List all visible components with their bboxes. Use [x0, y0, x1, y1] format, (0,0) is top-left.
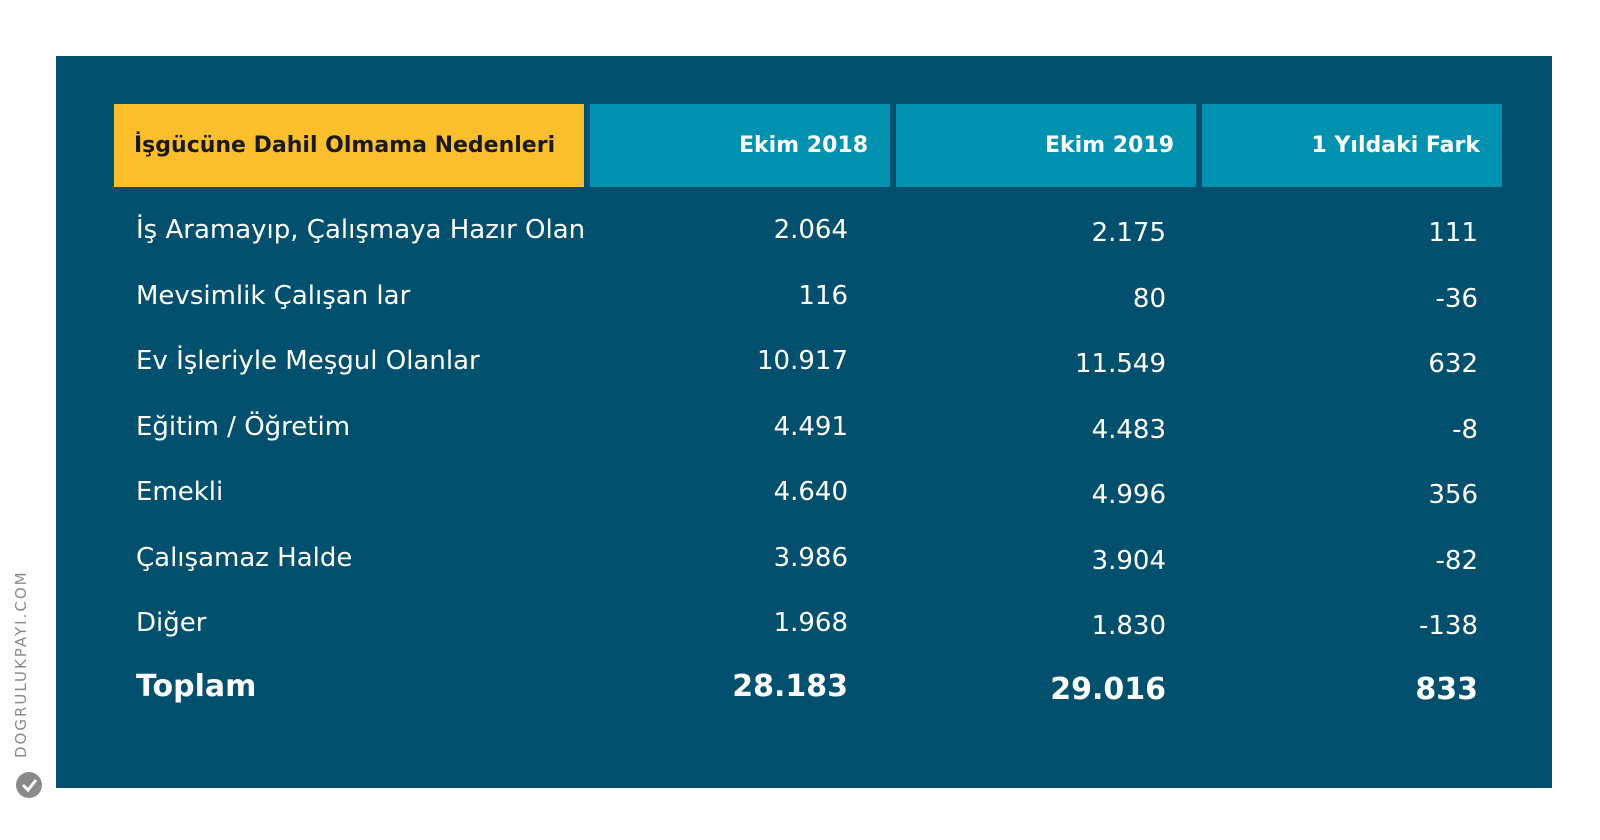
cell-oct-2019: 2.175: [1091, 218, 1166, 248]
cell-annual-diff: -82: [1435, 545, 1478, 576]
credit-text: DOGRULUKPAYI.COM: [12, 570, 30, 758]
header-annual-diff: 1 Yıldaki Fark: [1202, 104, 1502, 187]
cell-oct-2019: 80: [1132, 283, 1166, 314]
row-label: İş Aramayıp, Çalışmaya Hazır Olan: [136, 215, 586, 245]
cell-oct-2018: 1.968: [773, 608, 848, 638]
cell-annual-diff: 356: [1428, 480, 1478, 510]
cell-annual-diff: 111: [1428, 218, 1478, 248]
cell-annual-diff: 632: [1428, 349, 1478, 379]
cell-oct-2019: 1.830: [1091, 611, 1166, 641]
total-oct-2018: 28.183: [732, 668, 848, 704]
cell-annual-diff: -8: [1452, 414, 1478, 445]
cell-oct-2018: 3.986: [773, 542, 848, 573]
cell-oct-2018: 4.491: [773, 411, 848, 442]
header-oct-2019: Ekim 2019: [896, 104, 1196, 187]
row-label: Ev İşleriyle Meşgul Olanlar: [136, 346, 480, 376]
cell-annual-diff: -138: [1418, 611, 1478, 641]
cell-oct-2019: 4.996: [1091, 480, 1166, 510]
cell-oct-2019: 4.483: [1091, 414, 1166, 445]
total-label: Toplam: [136, 668, 257, 704]
row-label: Çalışamaz Halde: [136, 542, 353, 573]
table-panel: İşgücüne Dahil Olmama Nedenleri Ekim 201…: [56, 56, 1552, 788]
header-oct-2018: Ekim 2018: [590, 104, 890, 187]
cell-oct-2019: 3.904: [1091, 545, 1166, 576]
cell-annual-diff: -36: [1435, 283, 1478, 314]
total-annual-diff: 833: [1415, 671, 1478, 707]
cell-oct-2018: 2.064: [773, 215, 848, 245]
row-label: Emekli: [136, 477, 224, 507]
cell-oct-2018: 116: [798, 280, 848, 311]
row-label: Diğer: [136, 608, 207, 638]
cell-oct-2019: 11.549: [1075, 349, 1166, 379]
cell-oct-2018: 10.917: [757, 346, 848, 376]
cell-oct-2018: 4.640: [773, 477, 848, 507]
header-reasons: İşgücüne Dahil Olmama Nedenleri: [114, 104, 584, 187]
total-oct-2019: 29.016: [1050, 671, 1166, 707]
brand-logo-icon: [14, 770, 44, 804]
row-label: Eğitim / Öğretim: [136, 411, 351, 442]
row-label: Mevsimlik Çalışan lar: [136, 280, 411, 311]
